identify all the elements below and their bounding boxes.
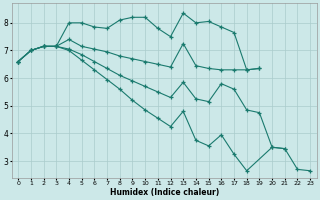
X-axis label: Humidex (Indice chaleur): Humidex (Indice chaleur)	[109, 188, 219, 197]
